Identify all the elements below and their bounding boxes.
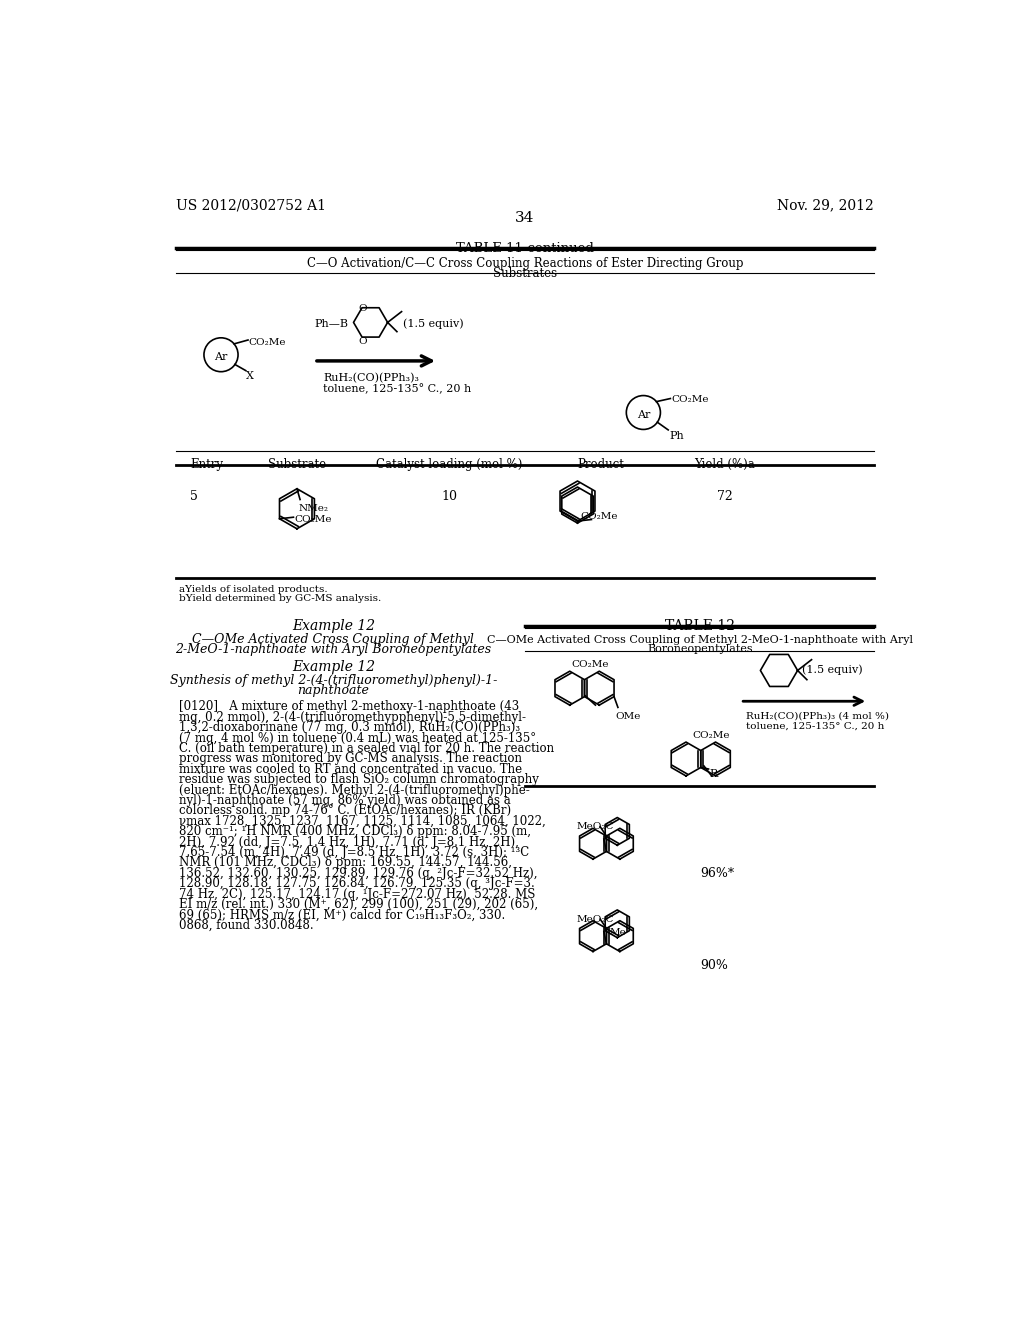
Text: Product: Product	[578, 458, 625, 471]
Text: 69 (65); HRMS m/z (EI, M⁺) calcd for C₁₉H₁₃F₃O₂, 330.: 69 (65); HRMS m/z (EI, M⁺) calcd for C₁₉…	[179, 908, 506, 921]
Text: Example 12: Example 12	[292, 619, 375, 632]
Text: residue was subjected to flash SiO₂ column chromatography: residue was subjected to flash SiO₂ colu…	[179, 774, 539, 787]
Text: Substrate: Substrate	[268, 458, 326, 471]
Text: CO₂Me: CO₂Me	[692, 731, 730, 741]
Text: RuH₂(CO)(PPh₃)₃: RuH₂(CO)(PPh₃)₃	[324, 372, 419, 383]
Text: 5: 5	[190, 490, 198, 503]
Text: 74 Hz, 2C), 125.17, 124.17 (q, ¹Jᴄ-F=272.07 Hz), 52.28. MS: 74 Hz, 2C), 125.17, 124.17 (q, ¹Jᴄ-F=272…	[179, 887, 536, 900]
Text: CO₂Me: CO₂Me	[294, 515, 332, 524]
Text: Boroneopentylates: Boroneopentylates	[647, 644, 753, 655]
Text: 10: 10	[441, 490, 458, 503]
Text: OMe: OMe	[615, 711, 641, 721]
Text: Catalyst loading (mol %): Catalyst loading (mol %)	[377, 458, 523, 471]
Text: 2-MeO-1-naphthoate with Aryl Boroneopentylates: 2-MeO-1-naphthoate with Aryl Boroneopent…	[175, 643, 492, 656]
Text: Ar: Ar	[214, 352, 227, 362]
Text: 128.90, 128.18, 127.75, 126.84, 126.79, 125.35 (q, ³Jᴄ-F=3.: 128.90, 128.18, 127.75, 126.84, 126.79, …	[179, 878, 535, 890]
Text: colorless solid. mp 74-76° C. (EtOAc/hexanes); IR (KBr): colorless solid. mp 74-76° C. (EtOAc/hex…	[179, 804, 511, 817]
Text: TABLE 11-continued: TABLE 11-continued	[456, 242, 594, 255]
Text: 820 cm⁻¹; ¹H NMR (400 MHz, CDCl₃) δ ppm: 8.04-7.95 (m,: 820 cm⁻¹; ¹H NMR (400 MHz, CDCl₃) δ ppm:…	[179, 825, 531, 838]
Text: O: O	[358, 337, 367, 346]
Text: mixture was cooled to RT and concentrated in vacuo. The: mixture was cooled to RT and concentrate…	[179, 763, 522, 776]
Text: Ph: Ph	[669, 432, 684, 441]
Text: C. (oil bath temperature) in a sealed vial for 20 h. The reaction: C. (oil bath temperature) in a sealed vi…	[179, 742, 554, 755]
Text: 72: 72	[717, 490, 732, 503]
Text: bYield determined by GC-MS analysis.: bYield determined by GC-MS analysis.	[179, 594, 381, 603]
Text: C—OMe Activated Cross Coupling of Methyl: C—OMe Activated Cross Coupling of Methyl	[193, 632, 474, 645]
Text: C—OMe Activated Cross Coupling of Methyl 2-MeO-1-naphthoate with Aryl: C—OMe Activated Cross Coupling of Methyl…	[487, 635, 913, 645]
Text: CO₂Me: CO₂Me	[571, 660, 609, 669]
Text: 7.65-7.54 (m, 4H), 7.49 (d, J=8.5 Hz, 1H), 3.72 (s, 3H); ¹³C: 7.65-7.54 (m, 4H), 7.49 (d, J=8.5 Hz, 1H…	[179, 846, 529, 859]
Text: 96%*: 96%*	[700, 867, 734, 880]
Text: O: O	[358, 304, 367, 313]
Text: (1.5 equiv): (1.5 equiv)	[403, 318, 464, 329]
Text: MeO₂C: MeO₂C	[577, 822, 614, 832]
Text: 90%: 90%	[700, 960, 728, 973]
Text: (1.5 equiv): (1.5 equiv)	[802, 664, 863, 675]
Text: CO₂Me: CO₂Me	[248, 338, 286, 347]
Text: US 2012/0302752 A1: US 2012/0302752 A1	[176, 198, 326, 213]
Text: Yield (%)a: Yield (%)a	[694, 458, 755, 471]
Text: toluene, 125-135° C., 20 h: toluene, 125-135° C., 20 h	[745, 721, 884, 730]
Text: C—O Activation/C—C Cross Coupling Reactions of Ester Directing Group: C—O Activation/C—C Cross Coupling Reacti…	[306, 257, 743, 271]
Text: MeO₂C: MeO₂C	[577, 915, 614, 924]
Text: progress was monitored by GC-MS analysis. The reaction: progress was monitored by GC-MS analysis…	[179, 752, 522, 766]
Text: νmax 1728, 1325, 1237, 1167, 1125, 1114, 1085, 1064, 1022,: νmax 1728, 1325, 1237, 1167, 1125, 1114,…	[179, 814, 546, 828]
Text: naphthoate: naphthoate	[297, 684, 370, 697]
Text: [0120]   A mixture of methyl 2-methoxy-1-naphthoate (43: [0120] A mixture of methyl 2-methoxy-1-n…	[179, 701, 519, 714]
Text: (eluent: EtOAc/hexanes). Methyl 2-(4-(trifluoromethyl)phe-: (eluent: EtOAc/hexanes). Methyl 2-(4-(tr…	[179, 784, 529, 797]
Text: Me: Me	[609, 928, 626, 937]
Text: Entry: Entry	[190, 458, 223, 471]
Text: X: X	[246, 371, 254, 380]
Text: Ar: Ar	[637, 409, 650, 420]
Text: mg, 0.2 mmol), 2-(4-(trifluoromethypphenyl)-5,5-dimethyl-: mg, 0.2 mmol), 2-(4-(trifluoromethypphen…	[179, 711, 526, 723]
Text: toluene, 125-135° C., 20 h: toluene, 125-135° C., 20 h	[324, 383, 471, 393]
Text: 0868, found 330.0848.: 0868, found 330.0848.	[179, 919, 313, 932]
Text: TABLE 12: TABLE 12	[665, 619, 735, 632]
Text: Substrates: Substrates	[493, 267, 557, 280]
Text: nyl)-1-naphthoate (57 mg, 86% yield) was obtained as a: nyl)-1-naphthoate (57 mg, 86% yield) was…	[179, 795, 511, 807]
Text: CO₂Me: CO₂Me	[671, 396, 709, 404]
Text: Example 12: Example 12	[292, 660, 375, 673]
Text: Nov. 29, 2012: Nov. 29, 2012	[777, 198, 873, 213]
Text: Synthesis of methyl 2-(4-(trifluoromethyl)phenyl)-1-: Synthesis of methyl 2-(4-(trifluoromethy…	[170, 673, 497, 686]
Text: RuH₂(CO)(PPh₃)₃ (4 mol %): RuH₂(CO)(PPh₃)₃ (4 mol %)	[745, 711, 889, 721]
Text: EI m/z (rel. int.) 330 (M⁺, 62), 299 (100), 251 (29), 202 (65),: EI m/z (rel. int.) 330 (M⁺, 62), 299 (10…	[179, 898, 539, 911]
Text: 1,3,2-dioxaborinane (77 mg, 0.3 mmol), RuH₂(CO)(PPh₃)₃: 1,3,2-dioxaborinane (77 mg, 0.3 mmol), R…	[179, 721, 520, 734]
Text: NMe₂: NMe₂	[299, 504, 329, 513]
Text: 136.52, 132.60, 130.25, 129.89, 129.76 (q, ²Jᴄ-F=32.52 Hz),: 136.52, 132.60, 130.25, 129.89, 129.76 (…	[179, 867, 538, 880]
Text: NMR (101 MHz, CDCl₃) δ ppm: 169.55, 144.57, 144.56,: NMR (101 MHz, CDCl₃) δ ppm: 169.55, 144.…	[179, 857, 512, 870]
Text: CO₂Me: CO₂Me	[581, 512, 618, 521]
Text: Ph—B: Ph—B	[314, 318, 348, 329]
Text: 34: 34	[515, 211, 535, 224]
Text: 2H), 7.92 (dd, J=7.5, 1.4 Hz, 1H), 7.71 (d, J=8.1 Hz, 2H),: 2H), 7.92 (dd, J=7.5, 1.4 Hz, 1H), 7.71 …	[179, 836, 519, 849]
Text: R: R	[710, 770, 718, 779]
Text: aYields of isolated products.: aYields of isolated products.	[179, 585, 328, 594]
Text: (7 mg, 4 mol %) in toluene (0.4 mL) was heated at 125-135°: (7 mg, 4 mol %) in toluene (0.4 mL) was …	[179, 731, 537, 744]
